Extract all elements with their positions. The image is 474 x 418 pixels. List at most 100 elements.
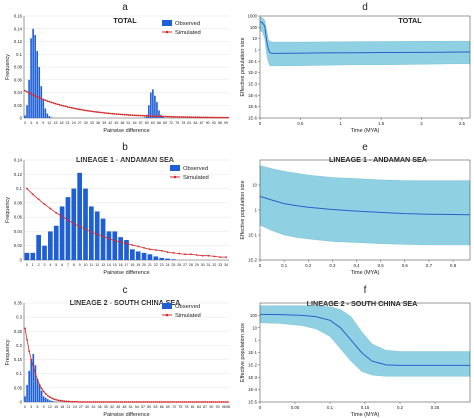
bar [143,117,146,118]
y-tick-label: 100 [250,25,258,30]
bar [26,105,28,118]
x-tick-label: 84 [197,405,201,409]
bar [42,396,45,402]
y-tick-label: 1E-2 [248,70,258,75]
simulated-point [24,327,26,330]
plot-frame [259,159,471,261]
bar [154,95,156,118]
simulated-point [196,116,199,119]
simulated-point [178,116,181,118]
simulated-point [206,116,209,119]
x-tick-label: 0.1 [281,263,288,268]
bar [26,385,28,402]
x-tick-label: 81 [191,405,195,409]
y-tick-label: 1E-6 [248,116,258,121]
simulated-point [37,198,40,201]
x-tick-label: 21 [67,405,71,409]
simulated-point [64,105,67,108]
simulated-point [139,114,142,117]
simulated-point [113,401,115,403]
x-tick-label: 48 [120,121,124,125]
y-tick-label: 1E-5 [248,104,258,109]
simulated-point [56,103,59,106]
x-tick-label: 75 [178,405,182,409]
y-tick-label: 0.25 [14,329,23,334]
simulated-point [204,116,207,119]
bar [152,89,154,118]
simulated-point [225,256,227,259]
simulated-point [162,115,164,118]
x-tick-label: 36 [96,121,100,125]
x-tick-label: 1 [340,121,343,126]
simulated-point [194,116,197,119]
legend-swatch-observed [170,165,180,171]
simulated-point [206,401,209,403]
x-tick-label: 51 [129,405,133,409]
x-tick-label: 29 [195,263,199,267]
simulated-point [185,401,188,403]
simulated-point [95,111,97,113]
y-tick-label: 0.06 [14,215,23,220]
simulated-point [202,401,205,403]
simulated-point [175,401,178,403]
y-tick-label: 1E-2 [248,258,258,263]
legend: Observed Simulated [162,303,201,319]
simulated-point [216,401,219,403]
x-tick-label: 23 [160,263,164,267]
simulated-point [113,112,116,115]
simulated-point [32,367,35,369]
y-tick-label: 1E-3 [248,375,258,380]
x-tick-label: 99 [224,121,228,125]
simulated-point [186,116,189,119]
x-tick-label: 32 [212,263,216,267]
bar [77,172,82,260]
x-tick-label: 4 [49,263,51,267]
x-axis-label: Pairwise difference [103,128,149,134]
median-line [259,313,470,366]
simulated-point [160,249,163,252]
x-tick-label: 3 [30,121,32,125]
simulated-point [167,401,169,403]
simulated-point [98,401,101,403]
y-tick-label: 0.2 [16,343,22,348]
simulated-point [207,254,210,257]
simulated-point [42,98,45,101]
simulated-point [143,114,146,117]
simulated-point [77,401,80,403]
simulated-point [51,397,53,400]
simulated-point [75,400,78,403]
simulated-point [43,203,46,206]
simulated-point [177,401,180,403]
x-tick-label: 96 [222,405,226,409]
plot-frame [259,302,471,403]
simulated-point [105,112,108,114]
simulated-point [208,116,211,119]
simulated-point [53,398,55,401]
simulated-line [24,328,228,403]
y-axis-label: Effective population size [240,323,246,382]
x-tick-label: 36 [98,405,102,409]
simulated-point [28,350,31,352]
simulated-point [59,399,62,402]
simulated-point [180,116,183,118]
panel-letter: b [122,142,128,153]
simulated-point [133,114,136,117]
y-axis-label: Frequency [5,197,11,223]
x-tick-label: 28 [189,263,193,267]
simulated-point [88,401,91,403]
simulated-point [135,114,138,117]
bar [156,102,158,118]
simulated-point [38,96,41,99]
x-tick-label: 66 [157,121,161,125]
x-tick-label: 3 [44,263,46,267]
panel-title: LINEAGE 2 - SOUTH CHINA SEA [70,298,181,307]
simulated-point [111,401,113,403]
panel-letter: e [362,142,368,153]
simulated-point [63,400,66,403]
x-tick-label: 90 [209,405,213,409]
simulated-point [46,100,49,102]
bar [171,259,176,260]
x-tick-label: 0.1 [327,405,334,410]
simulated-point [87,109,89,112]
panel-title: LINEAGE 1 - ANDAMAN SEA [76,155,174,164]
